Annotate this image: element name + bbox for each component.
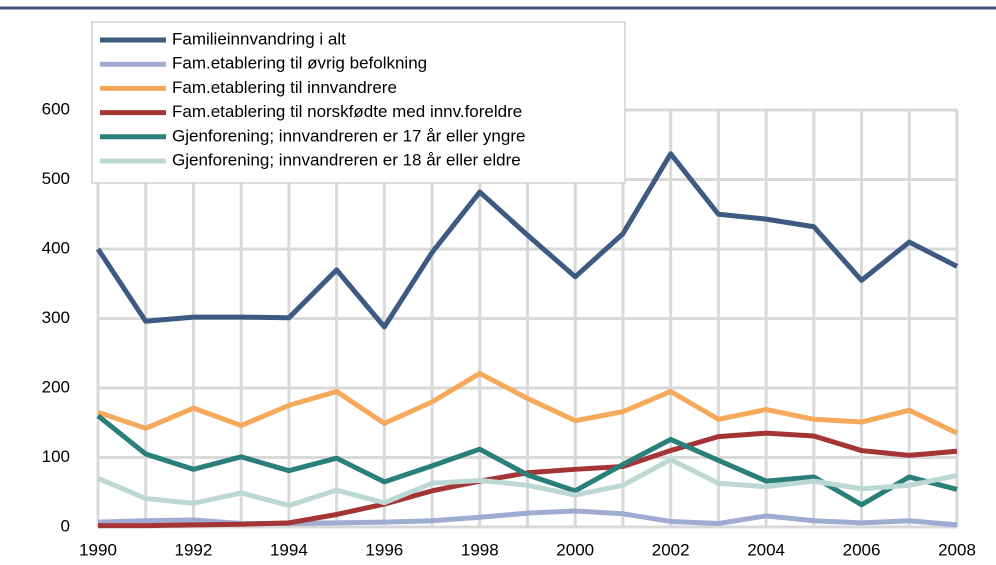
series-line: [97, 457, 958, 508]
legend-label: Fam.etablering til øvrig befolkning: [172, 54, 427, 73]
x-tick-label: 2000: [556, 540, 594, 559]
x-tick-label: 1994: [270, 540, 308, 559]
legend-label: Gjenforening; innvandreren er 17 år elle…: [172, 126, 525, 145]
legend-label: Gjenforening; innvandreren er 18 år elle…: [172, 150, 521, 169]
x-tick-label: 1996: [365, 540, 403, 559]
x-tick-label: 1990: [79, 540, 117, 559]
legend: Familieinnvandring i alt Fam.etablering t…: [91, 21, 626, 184]
legend-label: Fam.etablering til innvandrere: [172, 78, 397, 97]
x-tick-label: 2008: [938, 540, 976, 559]
x-tick-label: 1998: [461, 540, 499, 559]
x-tick-label: 2004: [747, 540, 785, 559]
y-tick-label: 500: [42, 169, 70, 188]
series-line: [97, 370, 959, 436]
x-tick-label: 2002: [652, 540, 690, 559]
y-tick-label: 600: [42, 99, 70, 118]
x-tick-label: 1992: [175, 540, 213, 559]
y-tick-label: 400: [42, 238, 70, 257]
legend-label: Fam.etablering til norskfødte med innv.f…: [172, 102, 522, 121]
legend-label: Familieinnvandring i alt: [172, 29, 346, 48]
series-line: [96, 413, 958, 508]
y-tick-label: 200: [42, 377, 70, 396]
y-tick-label: 300: [42, 308, 70, 327]
x-tick-label: 2006: [843, 540, 881, 559]
y-tick-label: 100: [42, 447, 70, 466]
series-line: [95, 151, 959, 330]
legend-box: [91, 21, 626, 184]
y-tick-label: 0: [61, 516, 70, 535]
